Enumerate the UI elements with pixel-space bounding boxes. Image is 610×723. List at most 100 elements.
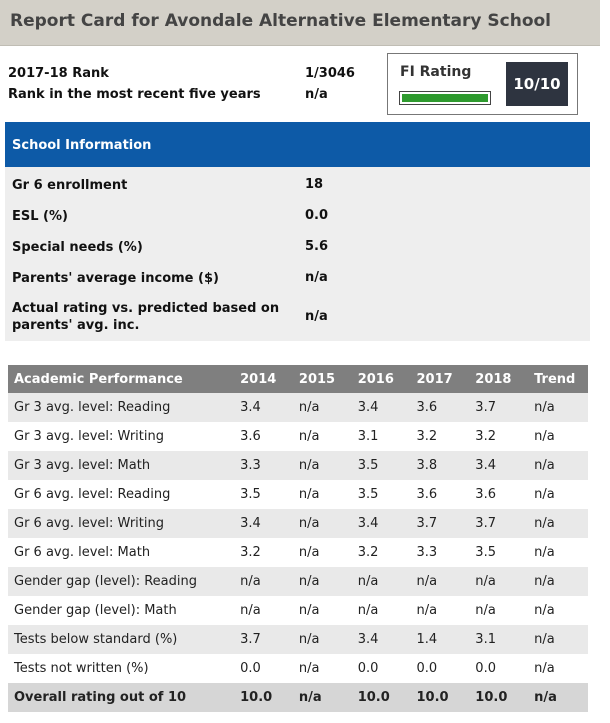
row-label: Gr 3 avg. level: Writing [8,422,235,451]
table-cell: n/a [528,480,588,509]
overall-rating-row: Overall rating out of 10 10.0 n/a 10.0 10.0 1… [8,683,588,712]
table-cell: 3.4 [469,451,529,480]
table-cell: n/a [528,683,588,712]
row-label: Gender gap (level): Reading [8,567,235,596]
table-cell: 3.2 [234,538,293,567]
table-cell: n/a [292,451,352,480]
table-cell: n/a [410,567,470,596]
info-label: Gr 6 enrollment [12,178,128,193]
column-header: 2017 [410,365,470,393]
column-header: 2018 [469,365,529,393]
table-row: Gr 3 avg. level: Math 3.3 n/a 3.5 3.8 3.4 n/a [8,451,588,480]
table-row: Gr 6 avg. level: Writing 3.4 n/a 3.4 3.7 3.7 n… [8,509,588,538]
fi-rating-bar [399,91,491,105]
column-header: Academic Performance [8,365,235,393]
table-cell: n/a [528,509,588,538]
table-cell: 10.0 [234,683,293,712]
table-row: Gr 3 avg. level: Writing 3.6 n/a 3.1 3.2 3.2 n… [8,422,588,451]
table-cell: 3.5 [469,538,529,567]
table-cell: 3.5 [351,480,411,509]
table-cell: 3.8 [410,451,470,480]
table-cell: n/a [292,596,352,625]
table-cell: n/a [469,596,529,625]
info-label: ESL (%) [12,209,68,224]
table-row: Gr 6 avg. level: Math 3.2 n/a 3.2 3.3 3.5 n/a [8,538,588,567]
table-cell: 3.7 [469,509,529,538]
fi-rating-bar-fill [402,94,488,102]
table-cell: n/a [528,393,588,422]
table-cell: 3.7 [469,393,529,422]
table-cell: 3.5 [234,480,293,509]
table-cell: n/a [292,567,352,596]
table-cell: 3.4 [234,393,293,422]
info-label: Actual rating vs. predicted based on par… [12,301,280,333]
table-cell: n/a [528,538,588,567]
row-label: Tests not written (%) [8,654,235,683]
info-label: Parents' average income ($) [12,271,219,286]
fi-rating-box: FI Rating 10/10 [387,53,578,115]
row-label: Tests below standard (%) [8,625,235,654]
table-cell: 0.0 [469,654,529,683]
rank-five-year-value: n/a [305,87,328,102]
table-cell: n/a [528,625,588,654]
table-cell: 0.0 [234,654,293,683]
table-cell: 3.7 [410,509,470,538]
academic-performance-table: Academic Performance 2014 2015 2016 2017… [8,365,588,712]
table-cell: n/a [410,596,470,625]
rank-year-value: 1/3046 [305,66,355,81]
table-cell: 10.0 [351,683,411,712]
table-row: Gender gap (level): Math n/a n/a n/a n/a n/a n… [8,596,588,625]
table-cell: n/a [528,567,588,596]
table-cell: n/a [292,422,352,451]
info-value: n/a [305,270,328,285]
row-label: Overall rating out of 10 [8,683,235,712]
table-cell: 3.7 [234,625,293,654]
table-cell: 3.2 [469,422,529,451]
table-cell: n/a [351,596,411,625]
table-cell: n/a [528,596,588,625]
column-header: 2014 [234,365,293,393]
table-cell: 3.3 [234,451,293,480]
column-header: Trend [528,365,588,393]
table-cell: n/a [528,451,588,480]
table-cell: n/a [469,567,529,596]
table-cell: n/a [292,393,352,422]
rank-five-year-label: Rank in the most recent five years [8,87,261,102]
table-row: Gender gap (level): Reading n/a n/a n/a n/a n… [8,567,588,596]
column-header: 2015 [292,365,352,393]
row-label: Gender gap (level): Math [8,596,235,625]
row-label: Gr 3 avg. level: Math [8,451,235,480]
table-cell: n/a [528,422,588,451]
table-row: Gr 6 avg. level: Reading 3.5 n/a 3.5 3.6 3.6 n… [8,480,588,509]
table-row: Gr 3 avg. level: Reading 3.4 n/a 3.4 3.6 3.7 n… [8,393,588,422]
table-row: Tests below standard (%) 3.7 n/a 3.4 1.4 3.1 n… [8,625,588,654]
table-cell: 0.0 [351,654,411,683]
table-cell: 3.4 [351,393,411,422]
info-label: Special needs (%) [12,240,143,255]
row-label: Gr 6 avg. level: Writing [8,509,235,538]
rank-year-label: 2017-18 Rank [8,66,109,81]
row-label: Gr 3 avg. level: Reading [8,393,235,422]
table-cell: 3.4 [234,509,293,538]
table-cell: 3.6 [234,422,293,451]
table-cell: n/a [292,625,352,654]
table-cell: 10.0 [469,683,529,712]
table-cell: 3.4 [351,625,411,654]
page-title: Report Card for Avondale Alternative Ele… [10,11,552,31]
table-cell: 3.2 [410,422,470,451]
table-cell: n/a [292,683,352,712]
info-value: 5.6 [305,239,329,254]
table-row: Tests not written (%) 0.0 n/a 0.0 0.0 0.0 n/a [8,654,588,683]
table-cell: 10.0 [410,683,470,712]
table-cell: 3.5 [351,451,411,480]
table-cell: 3.6 [410,480,470,509]
table-cell: n/a [292,480,352,509]
table-cell: 3.6 [410,393,470,422]
fi-rating-score: 10/10 [506,62,568,106]
table-cell: 3.1 [469,625,529,654]
table-cell: n/a [351,567,411,596]
table-cell: n/a [528,654,588,683]
info-value: 18 [305,177,324,192]
table-cell: 3.1 [351,422,411,451]
table-cell: n/a [292,654,352,683]
